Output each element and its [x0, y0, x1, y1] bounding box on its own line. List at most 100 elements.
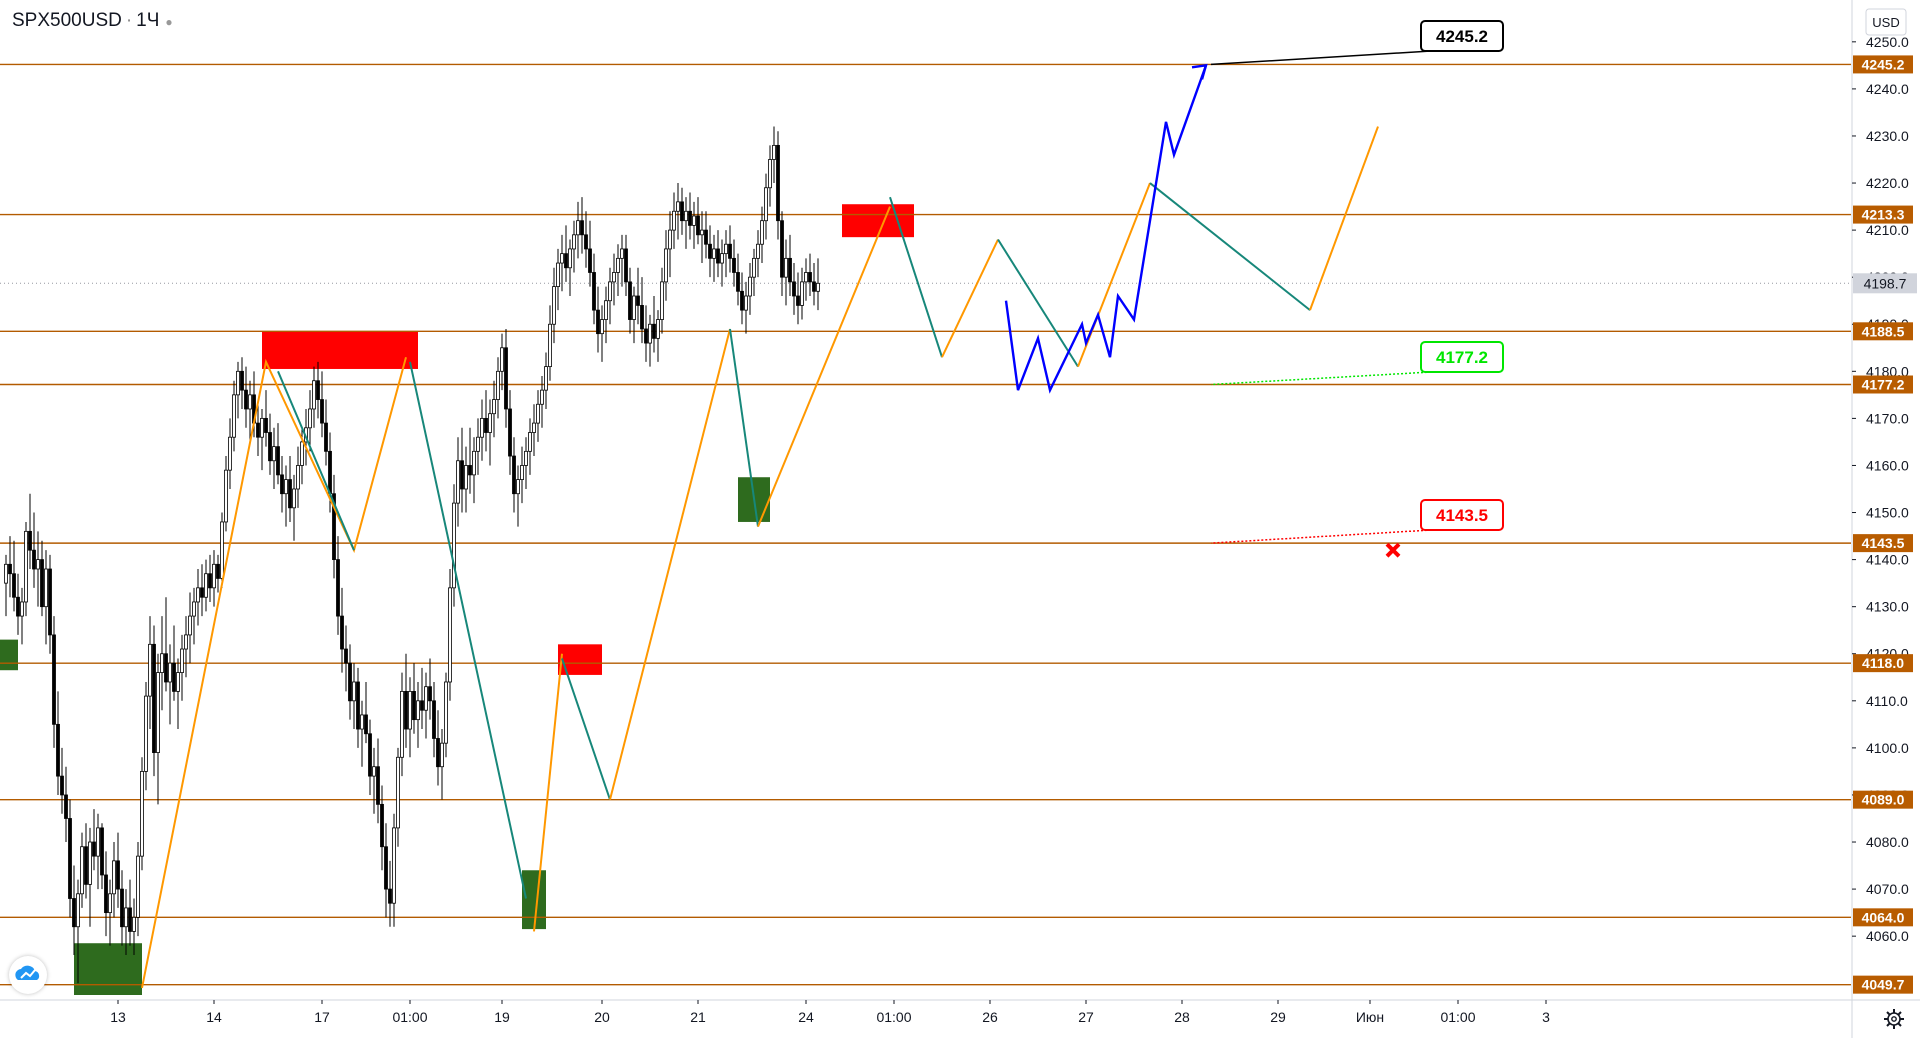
- candle-body: [312, 380, 316, 410]
- candle-body: [272, 446, 276, 462]
- tradingview-cloud-icon[interactable]: [9, 956, 47, 994]
- orange-wave-path[interactable]: [141, 356, 407, 989]
- time-axis[interactable]: 13 14 17 01:00 19 20 21 24 01:00 26 27 28 29 Июн 01:00…: [110, 1000, 1550, 1025]
- candle-body: [208, 573, 212, 589]
- orange-wave-path[interactable]: [609, 328, 731, 800]
- price-tick-label: 4170.0: [1866, 410, 1909, 426]
- targets-layer: 4245.2 4177.2 4143.5: [1210, 20, 1504, 558]
- candle-body: [564, 253, 568, 269]
- target-mid-callout[interactable]: 4177.2: [1210, 341, 1504, 386]
- logo-graphic: [15, 965, 40, 980]
- price-tick-label: 4100.0: [1866, 740, 1909, 756]
- candle-body: [56, 723, 60, 777]
- level-price-label: 4064.0: [1862, 909, 1905, 925]
- candle-body: [760, 220, 764, 245]
- callout-box: [1420, 499, 1504, 531]
- candle-body: [624, 248, 628, 283]
- price-tick-label: 4140.0: [1866, 552, 1909, 568]
- orange-wave-path[interactable]: [533, 653, 563, 932]
- time-tick-label: 27: [1078, 1009, 1094, 1025]
- candle-body: [720, 253, 724, 264]
- candle-body: [816, 282, 820, 292]
- support-zone: [522, 870, 546, 930]
- candle-body: [148, 643, 152, 697]
- candle-body: [740, 290, 744, 311]
- stop-callout[interactable]: 4143.5: [1210, 499, 1504, 544]
- candle-body: [552, 286, 556, 325]
- candle-body: [44, 568, 48, 608]
- candle-body: [772, 144, 776, 160]
- candle-body: [732, 257, 736, 273]
- candle-body: [360, 714, 364, 730]
- gear-icon[interactable]: [1880, 1005, 1908, 1033]
- teal-wave-path[interactable]: [561, 658, 611, 800]
- candle-body: [16, 596, 20, 617]
- currency-label: USD: [1872, 15, 1899, 30]
- teal-wave-path[interactable]: [997, 238, 1079, 368]
- candle-body: [528, 432, 532, 452]
- candle-body: [484, 417, 488, 433]
- candle-body: [532, 422, 536, 433]
- time-tick-label: 13: [110, 1009, 126, 1025]
- orange-wave-path[interactable]: [757, 206, 891, 528]
- candle-body: [792, 281, 796, 297]
- level-price-label: 4188.5: [1862, 323, 1905, 339]
- candle-body: [676, 201, 680, 212]
- candle-body: [168, 662, 172, 683]
- candle-body: [372, 766, 376, 777]
- candle-body: [392, 827, 396, 904]
- candle-body: [736, 272, 740, 292]
- candle-body: [416, 700, 420, 721]
- candle-body: [784, 257, 788, 278]
- currency-box[interactable]: [1865, 8, 1907, 36]
- candle-body: [620, 248, 624, 259]
- candle-body: [656, 319, 660, 339]
- symbol-legend: SPX500USD · 1Ч ●: [8, 8, 177, 34]
- candle-body: [224, 469, 228, 523]
- candle-body: [380, 803, 384, 848]
- teal-wave-path[interactable]: [889, 196, 943, 358]
- orange-wave-path[interactable]: [941, 239, 999, 358]
- orange-wave-path[interactable]: [1309, 126, 1379, 311]
- projection-path[interactable]: [1004, 64, 1208, 394]
- candle-body: [156, 672, 160, 753]
- teal-wave-path[interactable]: [277, 370, 355, 551]
- candle-body: [580, 220, 584, 236]
- symbol-name[interactable]: SPX500USD: [12, 10, 122, 31]
- candle-body: [344, 648, 348, 664]
- candle-body: [364, 714, 368, 735]
- candle-body: [688, 210, 692, 226]
- candle-body: [324, 422, 328, 452]
- teal-wave-path[interactable]: [729, 328, 759, 527]
- target-up-callout[interactable]: 4245.2: [1210, 20, 1504, 66]
- teal-wave-path[interactable]: [409, 361, 527, 899]
- price-tick-label: 4150.0: [1866, 505, 1909, 521]
- level-price-label: 4118.0: [1862, 655, 1904, 671]
- candle-body: [700, 229, 704, 236]
- candle-body: [292, 488, 296, 509]
- candle-body: [756, 243, 760, 259]
- candle-body: [264, 417, 268, 433]
- candle-body: [60, 775, 64, 796]
- candle-body: [92, 841, 96, 857]
- candle-body: [228, 436, 232, 471]
- candle-body: [84, 846, 88, 885]
- callout-label: 4245.2: [1436, 27, 1488, 46]
- candle-body: [284, 479, 288, 495]
- candle-body: [376, 766, 380, 805]
- candle-body: [468, 465, 472, 476]
- time-tick-label: 20: [594, 1009, 610, 1025]
- candle-body: [4, 563, 8, 584]
- zones-layer: [0, 204, 914, 995]
- legend-status-dot: ●: [165, 15, 173, 29]
- candle-body: [240, 370, 244, 391]
- interval-label[interactable]: 1Ч: [136, 10, 160, 31]
- candle-body: [176, 672, 180, 692]
- teal-wave-path[interactable]: [1149, 182, 1311, 311]
- candle-body: [668, 229, 672, 250]
- candle-body: [256, 422, 260, 438]
- time-tick-label: 29: [1270, 1009, 1286, 1025]
